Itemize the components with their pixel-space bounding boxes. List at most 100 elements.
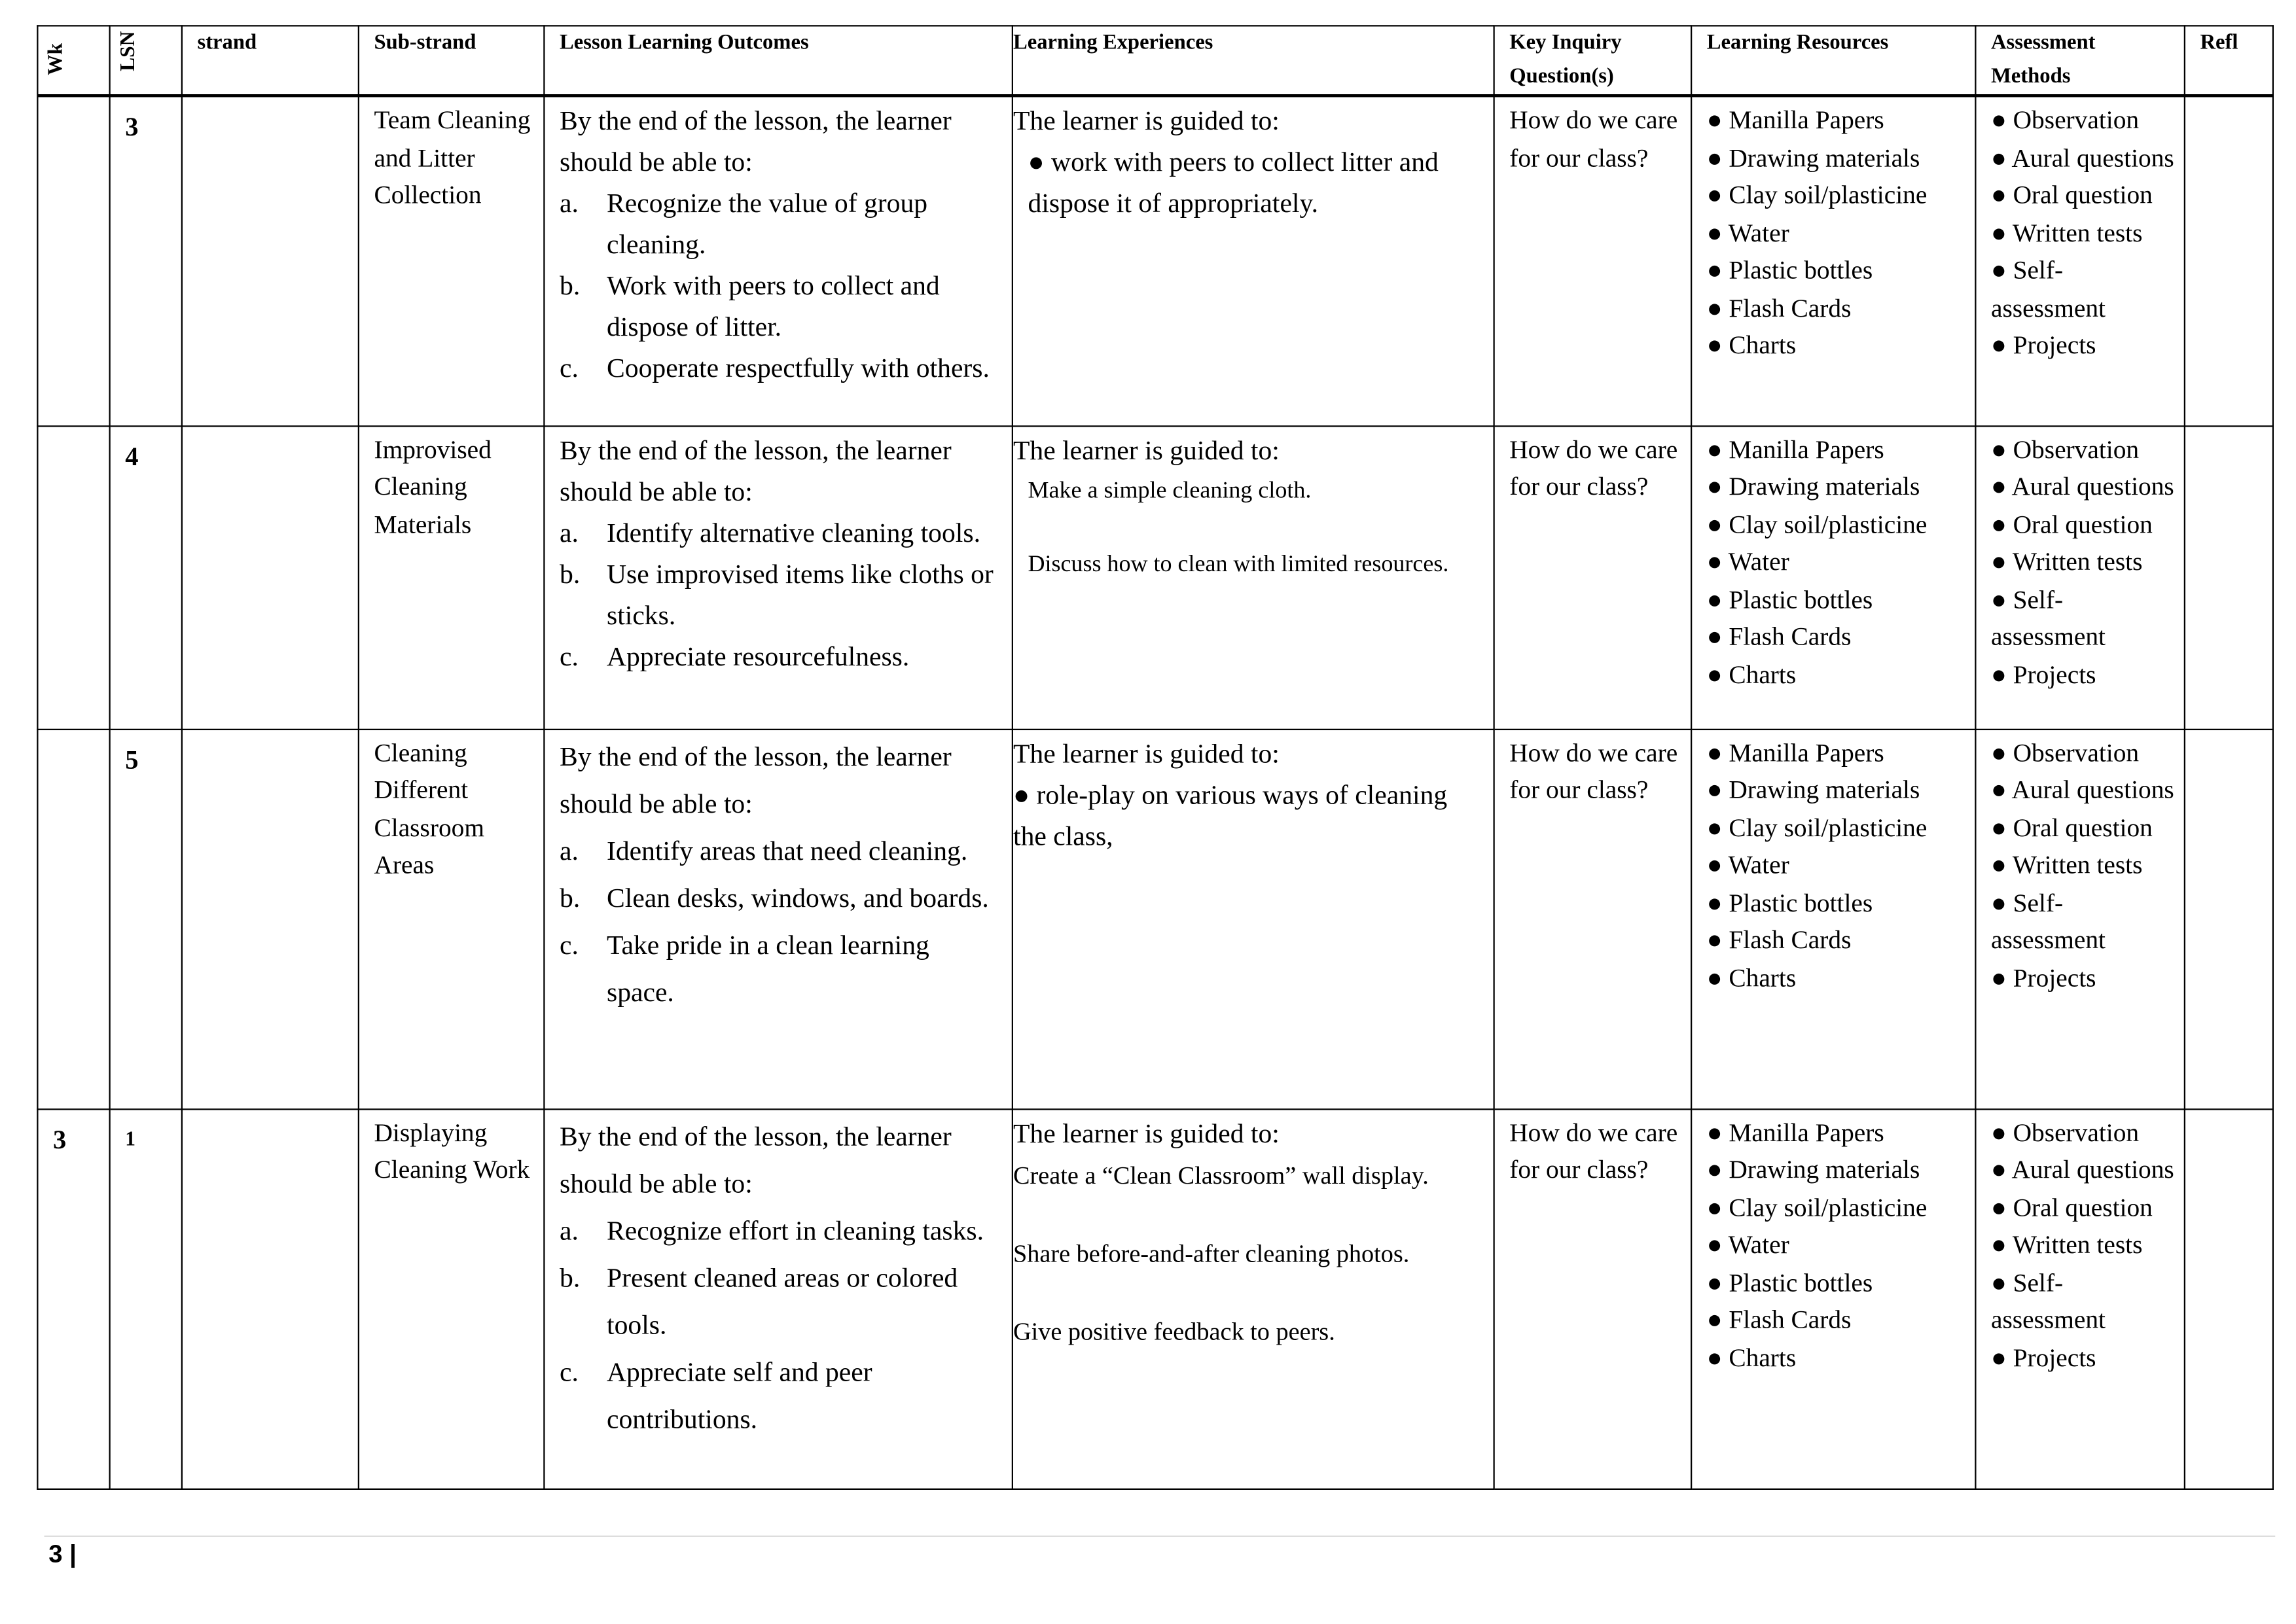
outcome-text: Appreciate self and peer contributions.: [607, 1358, 872, 1435]
outcome-text: Present cleaned areas or colored tools.: [607, 1263, 958, 1341]
resource-item: ● Drawing materials: [1706, 142, 1920, 172]
header-substrand: Sub-strand: [357, 25, 545, 97]
outcome-letter: a.: [560, 837, 579, 867]
experience-item: Give positive feedback to peers.: [1013, 1316, 1335, 1345]
outcomes-list: a. Recognize effort in cleaning tasks. b. P…: [560, 1208, 1003, 1443]
experience-item: ● work with peers to collect litter and …: [1028, 149, 1439, 220]
experiences-intro: The learner is guided to:: [1013, 436, 1280, 467]
assessment-item: ● Aural questions: [1991, 142, 2174, 172]
lesson-row: 3 1 Displaying Cleaning Work By the end …: [37, 1108, 2274, 1489]
strand-cell: [181, 728, 359, 1110]
outcome-item: b. Present cleaned areas or colored tools…: [560, 1255, 1003, 1349]
week-cell: 3: [37, 1108, 111, 1489]
outcomes-intro: By the end of the lesson, the learner sh…: [560, 436, 952, 508]
header-wk-label: Wk: [45, 43, 68, 75]
week-cell: [37, 95, 111, 427]
assessment-list: ● Observation ● Aural questions ● Oral que…: [1991, 734, 2175, 997]
assessment-cell: ● Observation ● Aural questions ● Oral que…: [1975, 425, 2185, 730]
assessment-cell: ● Observation ● Aural questions ● Oral que…: [1975, 95, 2185, 427]
experiences-intro: The learner is guided to:: [1013, 107, 1280, 137]
scheme-of-work-table: Wk LSN strand Sub-strand Lesson Learning…: [37, 25, 2274, 1489]
header-outcomes: Lesson Learning Outcomes: [543, 25, 1013, 97]
outcome-item: c. Take pride in a clean learning space.: [560, 923, 1003, 1017]
outcome-item: b. Work with peers to collect and dispose…: [560, 266, 1003, 349]
reflection-cell: [2183, 95, 2274, 427]
outcome-text: Identify areas that need cleaning.: [607, 837, 968, 867]
assessment-item: ● Aural questions: [1991, 1154, 2174, 1184]
resource-item: ● Clay soil/plasticine: [1706, 508, 1928, 538]
outcome-letter: b.: [560, 1263, 581, 1294]
assessment-item: ● Aural questions: [1991, 471, 2174, 501]
experiences-cell: The learner is guided to: ● work with pee…: [1011, 95, 1495, 427]
outcome-item: b. Clean desks, windows, and boards.: [560, 875, 1003, 923]
resource-item: ● Clay soil/plasticine: [1706, 179, 1928, 209]
assessment-item: ● Projects: [1991, 330, 2096, 359]
resource-item: ● Plastic bottles: [1706, 887, 1873, 917]
resource-item: ● Manilla Papers: [1706, 104, 1884, 134]
assessment-item: ● Self-assessment: [1991, 584, 2106, 651]
assessment-item: ● Observation: [1991, 1116, 2140, 1146]
outcomes-intro: By the end of the lesson, the learner sh…: [560, 1122, 952, 1199]
experiences-intro: The learner is guided to:: [1013, 1120, 1280, 1150]
resource-item: ● Flash Cards: [1706, 1304, 1852, 1334]
assessment-item: ● Observation: [1991, 104, 2140, 134]
inquiry-cell: How do we care for our class?: [1493, 425, 1693, 730]
outcome-letter: c.: [560, 931, 579, 961]
header-assessment: Assessment Methods: [1975, 25, 2185, 97]
header-row: Wk LSN strand Sub-strand Lesson Learning…: [37, 25, 2274, 97]
lesson-row: 3 Team Cleaning and Litter Collection By…: [37, 95, 2274, 427]
substrand-cell: Improvised Cleaning Materials: [357, 425, 545, 730]
assessment-item: ● Self-assessment: [1991, 1267, 2106, 1334]
outcome-item: b. Use improvised items like cloths or st…: [560, 554, 1003, 637]
substrand-cell: Cleaning Different Classroom Areas: [357, 728, 545, 1110]
strand-cell: [181, 425, 359, 730]
assessment-item: ● Aural questions: [1991, 774, 2174, 804]
resources-list: ● Manilla Papers ● Drawing materials ● Cla…: [1707, 431, 1966, 694]
assessment-item: ● Written tests: [1991, 1229, 2143, 1259]
strand-cell: [181, 1108, 359, 1489]
experiences-intro: The learner is guided to:: [1013, 739, 1280, 769]
resource-item: ● Plastic bottles: [1706, 584, 1873, 614]
assessment-item: ● Projects: [1991, 962, 2096, 992]
assessment-item: ● Oral question: [1991, 811, 2153, 841]
resource-item: ● Charts: [1706, 658, 1797, 688]
outcome-text: Take pride in a clean learning space.: [607, 931, 929, 1008]
resource-item: ● Clay soil/plasticine: [1706, 811, 1928, 841]
header-experiences: Learning Experiences: [1011, 25, 1495, 97]
assessment-item: ● Written tests: [1991, 546, 2143, 576]
assessment-item: ● Observation: [1991, 433, 2140, 463]
outcomes-list: a. Identify areas that need cleaning. b. Cl…: [560, 828, 1003, 1017]
assessment-list: ● Observation ● Aural questions ● Oral que…: [1991, 431, 2175, 694]
inquiry-cell: How do we care for our class?: [1493, 728, 1693, 1110]
experience-item: ● role-play on various ways of cleaning …: [1013, 781, 1448, 852]
strand-cell: [181, 95, 359, 427]
outcome-text: Recognize effort in cleaning tasks.: [607, 1216, 984, 1246]
resource-item: ● Manilla Papers: [1706, 433, 1884, 463]
resource-item: ● Flash Cards: [1706, 621, 1852, 651]
outcome-letter: b.: [560, 560, 581, 590]
resources-list: ● Manilla Papers ● Drawing materials ● Cla…: [1707, 101, 1966, 364]
substrand-cell: Displaying Cleaning Work: [357, 1108, 545, 1489]
resource-item: ● Charts: [1706, 330, 1797, 359]
resource-item: ● Flash Cards: [1706, 292, 1852, 322]
resource-item: ● Manilla Papers: [1706, 737, 1884, 767]
resource-item: ● Clay soil/plasticine: [1706, 1192, 1928, 1222]
resource-item: ● Drawing materials: [1706, 774, 1920, 804]
outcome-text: Recognize the value of group cleaning.: [607, 190, 928, 261]
outcomes-intro: By the end of the lesson, the learner sh…: [560, 743, 952, 820]
assessment-item: ● Oral question: [1991, 508, 2153, 538]
resource-item: ● Manilla Papers: [1706, 1116, 1884, 1146]
resource-item: ● Water: [1706, 1229, 1789, 1259]
assessment-item: ● Written tests: [1991, 849, 2143, 879]
outcome-item: c. Cooperate respectfully with others.: [560, 349, 1003, 390]
header-lsn-label: LSN: [118, 31, 140, 71]
header-inquiry: Key Inquiry Question(s): [1493, 25, 1693, 97]
assessment-item: ● Oral question: [1991, 1192, 2153, 1222]
assessment-item: ● Self-assessment: [1991, 887, 2106, 954]
lesson-number-cell: 3: [109, 95, 183, 427]
experiences-cell: The learner is guided to: Make a simple c…: [1011, 425, 1495, 730]
resource-item: ● Plastic bottles: [1706, 1267, 1873, 1297]
reflection-cell: [2183, 425, 2274, 730]
outcome-item: a. Recognize the value of group cleaning.: [560, 184, 1003, 266]
resource-item: ● Drawing materials: [1706, 471, 1920, 501]
